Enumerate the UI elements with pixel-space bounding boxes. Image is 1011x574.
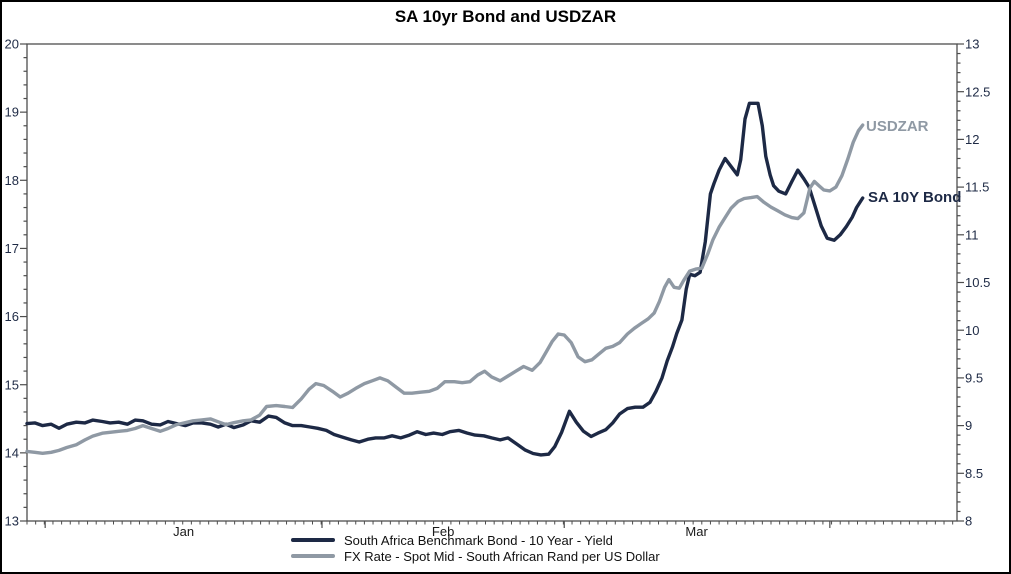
right-axis-tick-label: 8.5 <box>965 466 983 481</box>
right-axis-tick-label: 12.5 <box>965 84 990 99</box>
left-axis-tick-label: 16 <box>5 309 19 324</box>
fx-legend-swatch <box>291 554 335 558</box>
bond-series-label: SA 10Y Bond <box>868 189 962 206</box>
legend-item-bond: South Africa Benchmark Bond - 10 Year - … <box>291 532 660 548</box>
right-axis-tick-label: 10 <box>965 323 979 338</box>
fx-legend-label: FX Rate - Spot Mid - South African Rand … <box>344 548 660 564</box>
left-axis-tick-label: 20 <box>5 37 19 52</box>
left-axis-tick-label: 18 <box>5 173 19 188</box>
bond-legend-label: South Africa Benchmark Bond - 10 Year - … <box>344 532 613 548</box>
x-axis-month-label: Mar <box>685 524 708 539</box>
plot-frame <box>26 43 958 522</box>
bond-line <box>25 101 865 457</box>
left-axis-tick-label: 13 <box>5 514 19 529</box>
right-axis-tick-label: 9.5 <box>965 370 983 385</box>
right-axis-tick-label: 9 <box>965 418 972 433</box>
right-axis-tick-label: 11.5 <box>965 180 989 195</box>
left-axis-tick-label: 19 <box>5 105 19 120</box>
usdzar-series-label: USDZAR <box>866 118 929 135</box>
right-axis-tick-label: 13 <box>965 37 979 52</box>
right-axis-tick-label: 10.5 <box>965 275 990 290</box>
legend: South Africa Benchmark Bond - 10 Year - … <box>291 532 660 564</box>
left-axis-tick-label: 17 <box>5 241 19 256</box>
right-axis-tick-label: 11 <box>965 227 979 242</box>
chart-title: SA 10yr Bond and USDZAR <box>394 7 617 26</box>
left-axis-tick-label: 14 <box>5 445 19 460</box>
legend-item-fx: FX Rate - Spot Mid - South African Rand … <box>291 548 660 564</box>
bond-legend-swatch <box>291 538 335 542</box>
fx-line <box>25 123 865 455</box>
right-axis-tick-label: 8 <box>965 514 972 529</box>
x-axis-month-label: Feb <box>432 524 454 539</box>
left-axis-tick-label: 15 <box>5 377 19 392</box>
right-axis-tick-label: 12 <box>965 132 979 147</box>
x-axis-month-label: Jan <box>173 524 194 539</box>
